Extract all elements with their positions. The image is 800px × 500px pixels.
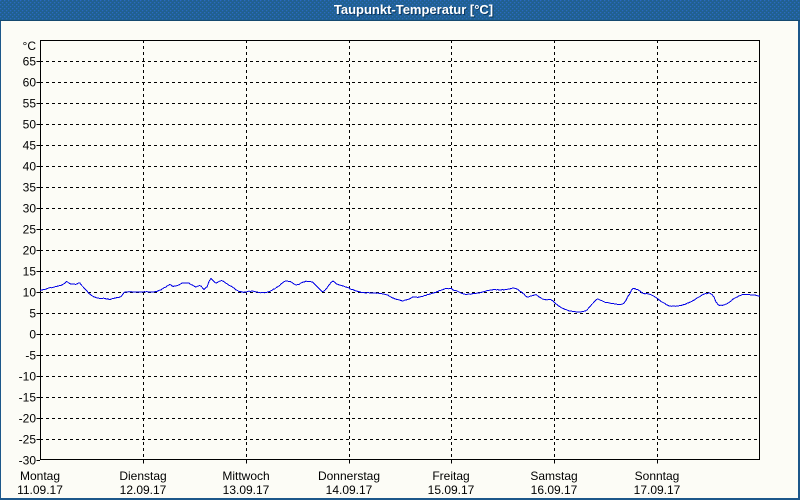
day-date-label: 15.09.17 [428, 483, 475, 497]
dewpoint-line [39, 277, 761, 313]
day-name-label: Samstag [530, 469, 577, 483]
y-tick-label: -25 [19, 433, 37, 447]
day-date-label: 12.09.17 [120, 483, 167, 497]
y-tick-label: 50 [23, 118, 37, 132]
day-date-label: 11.09.17 [17, 483, 63, 497]
titlebar-texture [0, 0, 800, 20]
y-tick-label: 65 [23, 55, 37, 69]
y-tick-label: 45 [23, 139, 37, 153]
day-date-label: 13.09.17 [223, 483, 270, 497]
y-tick-label: 0 [29, 328, 36, 342]
day-name-label: Donnerstag [318, 469, 380, 483]
y-tick-label: 30 [23, 202, 37, 216]
y-tick-label: 25 [23, 223, 37, 237]
y-tick-label: -10 [19, 370, 37, 384]
day-date-label: 17.09.17 [634, 483, 681, 497]
y-tick-label: -20 [19, 412, 37, 426]
y-tick-label: 60 [23, 76, 37, 90]
day-name-label: Mittwoch [222, 469, 269, 483]
y-tick-label: 15 [23, 265, 37, 279]
y-tick-label: -5 [25, 349, 36, 363]
day-name-label: Montag [20, 469, 60, 483]
y-tick-label: -30 [19, 454, 37, 468]
y-tick-label: 55 [23, 97, 37, 111]
y-tick-label: 35 [23, 181, 37, 195]
title-bar[interactable]: Taupunkt-Temperatur [°C] [0, 0, 800, 21]
y-tick-label: -15 [19, 391, 37, 405]
window-title: Taupunkt-Temperatur [°C] [333, 2, 494, 17]
y-tick-label: 20 [23, 244, 37, 258]
y-tick-label: 40 [23, 160, 37, 174]
y-tick-label: 5 [29, 307, 36, 321]
day-date-label: 16.09.17 [531, 483, 578, 497]
day-name-label: Sonntag [635, 469, 680, 483]
plot-border [40, 40, 760, 460]
day-name-label: Dienstag [119, 469, 166, 483]
day-date-label: 14.09.17 [326, 483, 373, 497]
y-tick-label: 10 [23, 286, 37, 300]
y-axis-unit: °C [23, 39, 37, 53]
day-name-label: Freitag [432, 469, 469, 483]
